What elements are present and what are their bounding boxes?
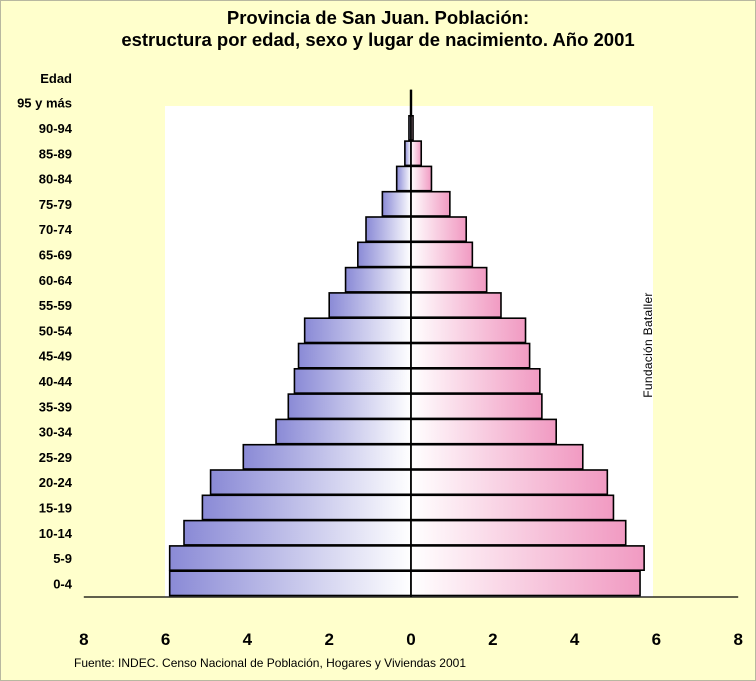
y-tick-label: 80-84 [39,172,73,187]
female-bar-25-29 [410,443,584,470]
y-tick-label: 55-59 [39,298,72,313]
male-bar-80-84 [395,165,412,192]
y-tick-label: 0-4 [53,576,73,591]
male-bar-65-69 [357,241,412,268]
x-tick-label: 6 [161,630,170,649]
female-bars [410,89,645,597]
female-bar-60-64 [410,266,488,293]
y-tick-label: 70-74 [39,222,73,237]
female-bar-55-59 [410,292,502,318]
male-bars [168,89,412,597]
male-bar-5-9 [168,545,412,572]
female-bar-65-69 [410,241,474,268]
male-bar-60-64 [344,266,412,293]
y-tick-label: 35-39 [39,399,72,414]
male-bar-10-14 [183,519,412,546]
female-bar-0-4 [410,570,641,597]
female-bar-20-24 [410,469,609,496]
male-bar-40-44 [293,367,412,394]
female-bar-50-54 [410,317,527,344]
chart-title: Provincia de San Juan. Población: estruc… [0,7,756,51]
female-bar-5-9 [410,545,645,572]
y-tick-label: 45-49 [39,349,72,364]
watermark-label: Fundación Bataller [641,292,655,398]
male-bar-70-74 [365,216,412,243]
female-bar-40-44 [410,367,541,394]
y-tick-label: 40-44 [39,374,73,389]
x-tick-label: 6 [652,630,661,649]
chart-title-line-2: estructura por edad, sexo y lugar de nac… [121,29,635,50]
male-bar-20-24 [209,469,412,496]
y-tick-labels: 0-4 5-9 10-14 15-19 20-24 25-29 30-34 35-39 40-4… [17,71,73,591]
female-bar-30-34 [410,418,557,445]
chart-title-line-1: Provincia de San Juan. Población: [226,7,530,28]
y-tick-label: 95 y más [17,96,72,111]
x-tick-label: 0 [406,630,415,649]
x-tick-label: 4 [243,630,253,649]
female-bar-15-19 [410,494,615,521]
y-tick-label: 85-89 [39,146,72,161]
male-bar-25-29 [242,443,412,470]
x-tick-label: 4 [570,630,580,649]
x-tick-label: 2 [324,630,333,649]
female-bar-70-74 [410,216,468,243]
male-bar-45-49 [297,342,412,369]
male-bar-15-19 [201,494,412,521]
x-tick-labels: 8 6 4 2 0 2 4 6 8 [79,630,743,649]
y-axis-title: Edad [40,71,72,86]
y-tick-label: 15-19 [39,500,72,515]
axes [83,110,739,598]
male-bar-50-54 [303,317,412,344]
male-bar-55-59 [328,292,412,318]
x-tick-label: 2 [488,630,497,649]
female-bar-10-14 [410,519,627,546]
y-tick-label: 90-94 [39,121,73,136]
x-tick-label: 8 [79,630,88,649]
y-tick-label: 5-9 [53,551,72,566]
female-bar-75-79 [410,190,451,217]
y-tick-label: 30-34 [39,425,73,440]
y-tick-label: 75-79 [39,197,72,212]
y-tick-label: 65-69 [39,247,72,262]
male-bar-75-79 [381,190,412,217]
y-tick-label: 10-14 [39,526,73,541]
x-tick-label: 8 [733,630,742,649]
male-bar-30-34 [275,418,412,445]
female-bar-80-84 [410,165,433,192]
male-bar-85-89 [404,140,412,167]
y-tick-label: 50-54 [39,323,73,338]
male-bar-0-4 [168,570,412,597]
male-bar-35-39 [287,393,412,420]
y-tick-label: 60-64 [39,273,73,288]
female-bar-45-49 [410,342,531,369]
female-bar-35-39 [410,393,543,420]
y-tick-label: 25-29 [39,450,72,465]
y-tick-label: 20-24 [39,475,73,490]
female-bar-85-89 [410,140,423,167]
source-note: Fuente: INDEC. Censo Nacional de Poblaci… [74,656,467,670]
